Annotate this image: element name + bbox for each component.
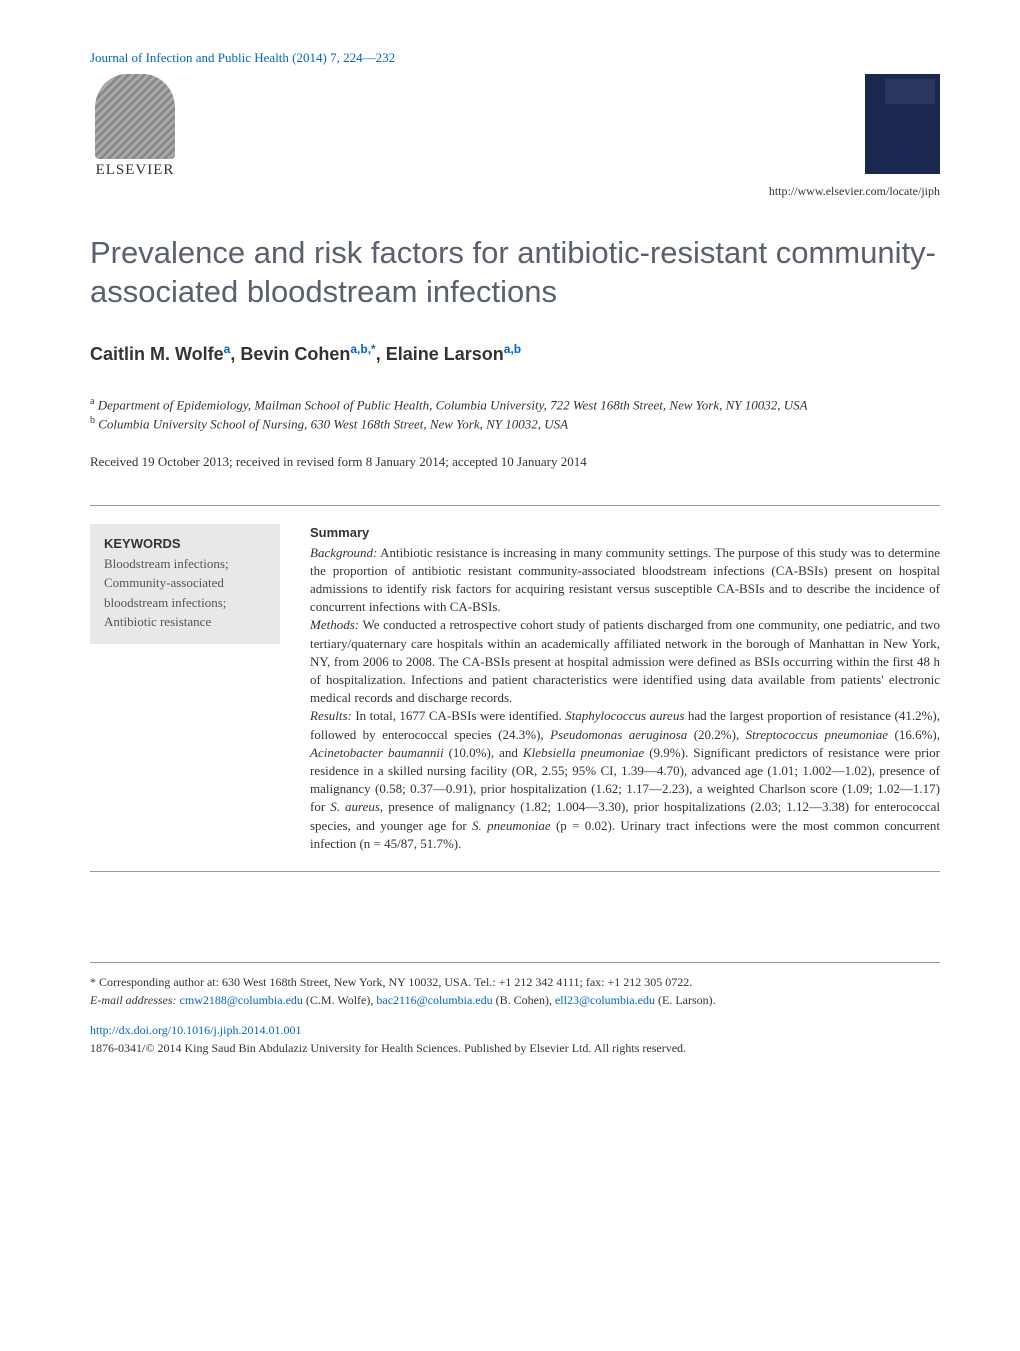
summary-box: Summary Background: Antibiotic resistanc…: [310, 524, 940, 853]
article-dates: Received 19 October 2013; received in re…: [90, 454, 940, 470]
publisher-logo: ELSEVIER: [90, 74, 180, 179]
copyright-line: 1876-0341/© 2014 King Saud Bin Abdulaziz…: [90, 1039, 940, 1057]
journal-cover-block: http://www.elsevier.com/locate/jiph: [769, 74, 940, 199]
journal-url[interactable]: http://www.elsevier.com/locate/jiph: [769, 184, 940, 199]
corresponding-author: * Corresponding author at: 630 West 168t…: [90, 973, 940, 991]
keywords-list: Bloodstream infections;Community-associa…: [104, 554, 266, 632]
journal-cover-icon: [865, 74, 940, 174]
email-link[interactable]: cmw2188@columbia.edu: [180, 993, 303, 1007]
affiliation-a: a Department of Epidemiology, Mailman Sc…: [90, 395, 940, 415]
affiliation-b: b Columbia University School of Nursing,…: [90, 414, 940, 434]
authors-list: Caitlin M. Wolfea, Bevin Cohena,b,*, Ela…: [90, 342, 940, 365]
email-link[interactable]: bac2116@columbia.edu: [376, 993, 492, 1007]
doi-link[interactable]: http://dx.doi.org/10.1016/j.jiph.2014.01…: [90, 1021, 940, 1039]
publisher-name: ELSEVIER: [96, 162, 175, 179]
keywords-heading: KEYWORDS: [104, 536, 266, 551]
email-addresses: E-mail addresses: cmw2188@columbia.edu (…: [90, 991, 940, 1009]
article-title: Prevalence and risk factors for antibiot…: [90, 234, 940, 312]
header-row: ELSEVIER http://www.elsevier.com/locate/…: [90, 74, 940, 199]
summary-heading: Summary: [310, 524, 940, 542]
footer: * Corresponding author at: 630 West 168t…: [90, 962, 940, 1057]
elsevier-tree-icon: [95, 74, 175, 159]
email-link[interactable]: ell23@columbia.edu: [555, 993, 655, 1007]
keywords-box: KEYWORDS Bloodstream infections;Communit…: [90, 524, 280, 644]
journal-reference: Journal of Infection and Public Health (…: [90, 50, 940, 66]
affiliations: a Department of Epidemiology, Mailman Sc…: [90, 395, 940, 434]
abstract-container: KEYWORDS Bloodstream infections;Communit…: [90, 505, 940, 872]
summary-body: Background: Antibiotic resistance is inc…: [310, 544, 940, 853]
